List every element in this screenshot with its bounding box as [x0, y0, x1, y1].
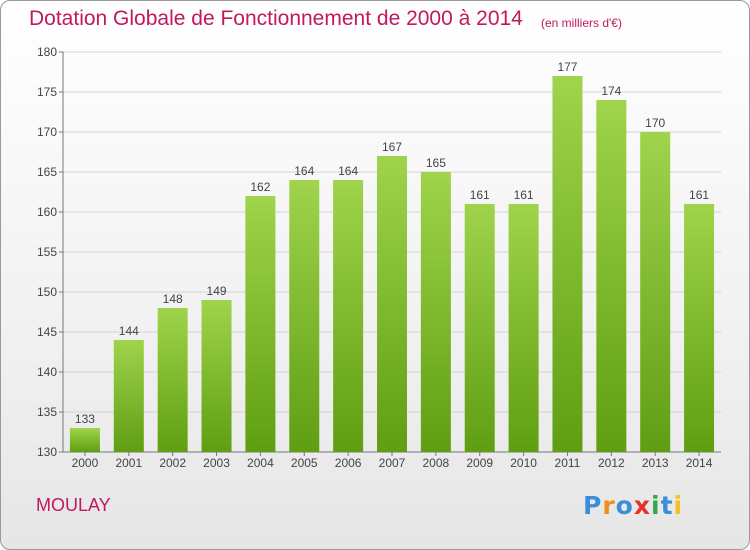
y-tick-label: 145	[37, 325, 57, 339]
bar	[157, 308, 188, 452]
bar	[596, 100, 627, 452]
x-tick-label: 2011	[555, 456, 581, 470]
y-tick-label: 165	[37, 165, 57, 179]
y-tick-label: 150	[37, 285, 57, 299]
data-label: 162	[250, 180, 270, 194]
city-name: MOULAY	[36, 495, 111, 515]
bar	[69, 428, 100, 452]
y-tick-label: 180	[37, 45, 57, 59]
y-tick-label: 130	[37, 445, 57, 459]
data-label: 174	[601, 84, 621, 98]
x-tick-label: 2014	[686, 456, 713, 470]
logo-letter: i	[651, 491, 661, 520]
data-label: 167	[382, 140, 402, 154]
logo-letter: t	[660, 491, 674, 520]
data-label: 161	[689, 188, 709, 202]
bar	[333, 180, 364, 452]
bar	[552, 76, 583, 452]
x-tick-label: 2001	[115, 456, 142, 470]
x-tick-label: 2002	[159, 456, 186, 470]
x-tick-label: 2006	[335, 456, 362, 470]
data-label: 133	[75, 412, 95, 426]
x-tick-label: 2008	[423, 456, 450, 470]
bar	[640, 132, 671, 452]
data-label: 161	[514, 188, 534, 202]
logo-letter: r	[602, 491, 616, 520]
data-label: 144	[119, 324, 139, 338]
data-label: 177	[557, 60, 577, 74]
bar	[508, 204, 539, 452]
logo-letter: o	[615, 491, 634, 520]
data-label: 165	[426, 156, 446, 170]
logo-letter: i	[673, 491, 684, 520]
x-tick-label: 2012	[598, 456, 625, 470]
bar	[245, 196, 276, 452]
data-label: 149	[207, 284, 227, 298]
proxiti-logo[interactable]: Proxiti	[583, 491, 683, 520]
x-tick-label: 2004	[247, 456, 274, 470]
data-label: 161	[470, 188, 490, 202]
x-tick-label: 2009	[466, 456, 493, 470]
bar	[113, 340, 144, 452]
y-tick-label: 175	[37, 85, 57, 99]
x-tick-label: 2000	[72, 456, 99, 470]
bar	[377, 156, 407, 452]
y-tick-label: 160	[37, 205, 57, 219]
y-tick-label: 155	[37, 245, 57, 259]
bar	[684, 204, 715, 452]
bar	[201, 300, 232, 452]
y-tick-label: 170	[37, 125, 57, 139]
data-label: 148	[163, 292, 183, 306]
y-tick-label: 140	[37, 365, 57, 379]
x-tick-label: 2010	[510, 456, 537, 470]
bar	[289, 180, 320, 452]
chart-subtitle: (en milliers d'€)	[541, 16, 622, 30]
x-tick-label: 2003	[203, 456, 230, 470]
chart-title: Dotation Globale de Fonctionnement de 20…	[29, 7, 523, 30]
data-label: 170	[645, 116, 665, 130]
bar	[420, 172, 451, 452]
logo-letter: P	[583, 491, 603, 520]
bar	[464, 204, 495, 452]
x-tick-label: 2005	[291, 456, 318, 470]
logo-letter: x	[633, 491, 651, 520]
data-label: 164	[294, 164, 314, 178]
x-tick-label: 2007	[379, 456, 406, 470]
x-tick-label: 2013	[642, 456, 669, 470]
y-tick-label: 135	[37, 405, 57, 419]
data-label: 164	[338, 164, 358, 178]
